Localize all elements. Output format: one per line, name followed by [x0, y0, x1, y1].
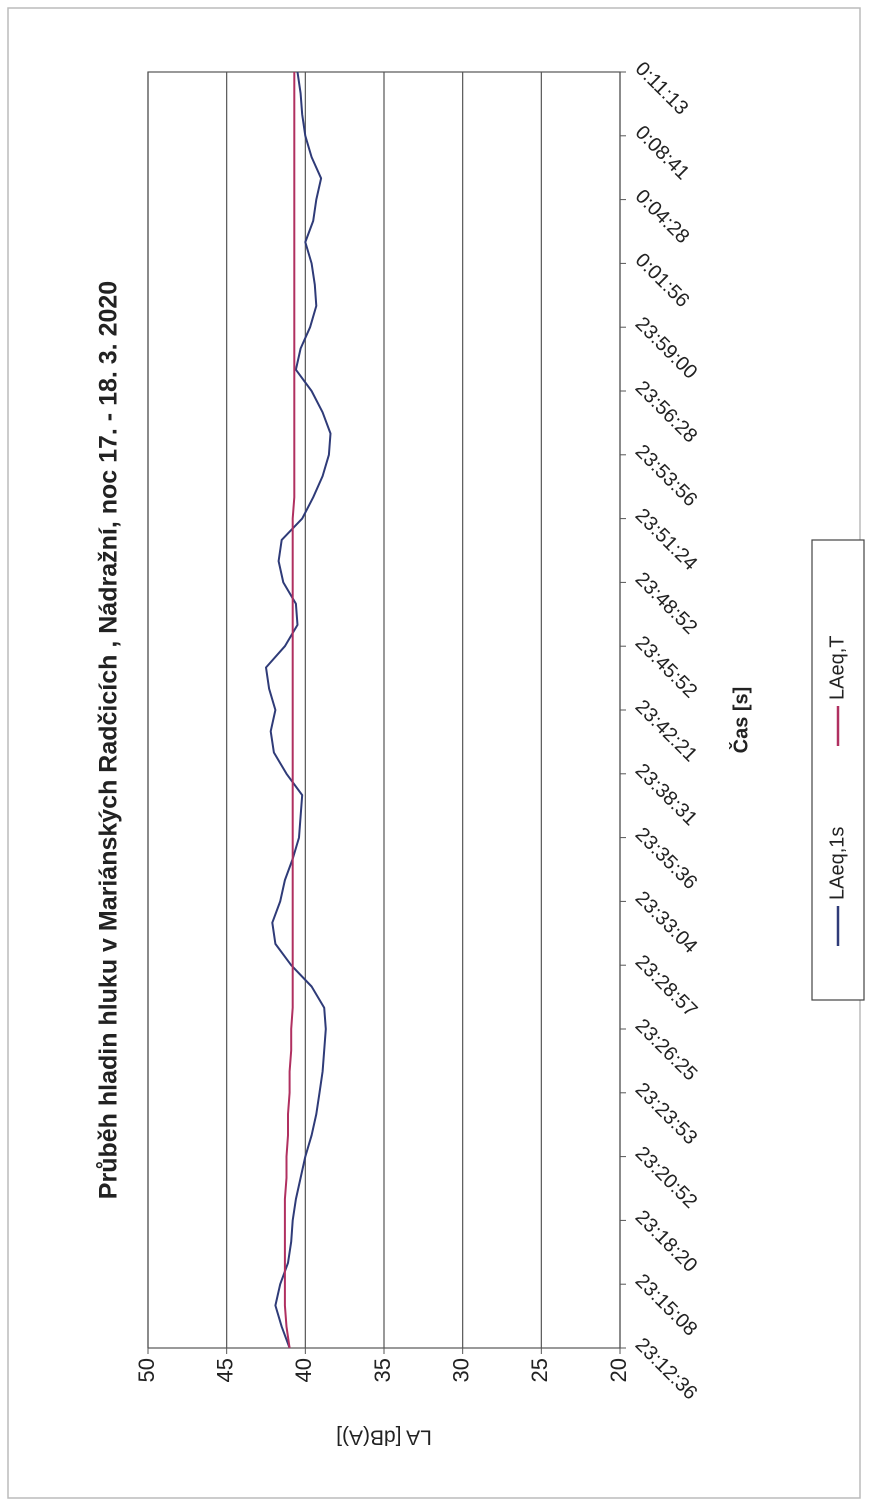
x-tick-label: 0:11:13: [631, 58, 693, 120]
x-tick-label: 23:28:57: [631, 951, 702, 1022]
y-axis-title: LA [dB(A)]: [336, 1425, 432, 1448]
y-tick-label: 40: [291, 1358, 316, 1382]
legend-label: LAeq,1s: [826, 827, 848, 900]
chart-title: Průběh hladin hluku v Mariánských Radčic…: [95, 281, 123, 1199]
y-tick-label: 25: [527, 1358, 552, 1382]
y-tick-label: 45: [212, 1358, 237, 1382]
x-tick-label: 23:45:52: [631, 632, 702, 703]
rotated-chart: Průběh hladin hluku v Mariánských Radčic…: [95, 58, 865, 1448]
x-tick-label: 0:01:56: [631, 249, 694, 312]
y-tick-label: 35: [370, 1358, 395, 1382]
y-tick-label: 30: [448, 1358, 473, 1382]
x-tick-label: 23:26:25: [631, 1015, 702, 1086]
x-tick-label: 23:12:36: [631, 1334, 702, 1405]
x-tick-label: 23:42:21: [631, 696, 702, 767]
x-tick-label: 23:35:36: [631, 823, 702, 894]
legend-label: LAeq,T: [826, 636, 848, 700]
x-tick-label: 0:04:28: [631, 185, 694, 248]
x-tick-label: 23:18:20: [631, 1206, 702, 1277]
x-tick-label: 23:51:24: [631, 504, 702, 575]
legend-box: [811, 539, 865, 1001]
series-line: [283, 72, 296, 1349]
x-tick-label: 23:33:04: [631, 887, 702, 958]
x-tick-label: 23:20:52: [631, 1142, 702, 1213]
y-tick-label: 50: [134, 1358, 159, 1382]
x-tick-label: 23:48:52: [631, 568, 702, 639]
x-tick-label: 23:56:28: [631, 377, 702, 448]
x-tick-label: 0:08:41: [631, 122, 694, 185]
series-line: [265, 71, 332, 1349]
x-tick-label: 23:23:53: [631, 1079, 702, 1150]
x-tick-label: 23:59:00: [631, 313, 702, 384]
x-tick-label: 23:53:56: [631, 441, 702, 512]
x-tick-label: 23:15:08: [631, 1270, 702, 1341]
x-tick-label: 23:38:31: [631, 760, 702, 831]
x-axis-title: Čas [s]: [728, 687, 752, 754]
y-tick-label: 20: [606, 1358, 631, 1382]
